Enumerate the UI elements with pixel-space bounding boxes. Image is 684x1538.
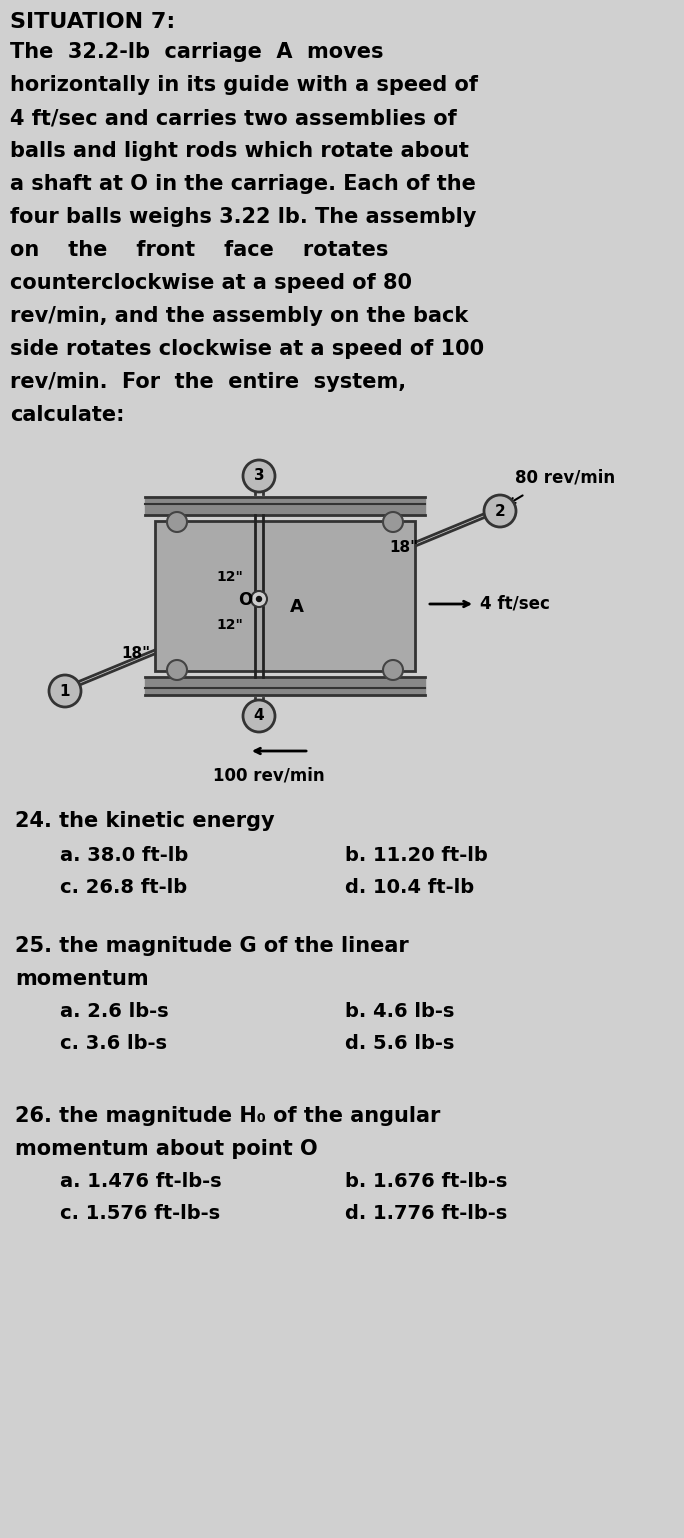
Circle shape — [167, 512, 187, 532]
Text: a. 38.0 ft-lb: a. 38.0 ft-lb — [60, 846, 188, 864]
Text: 4: 4 — [254, 709, 264, 723]
Circle shape — [251, 591, 267, 608]
Circle shape — [167, 660, 187, 680]
Text: rev/min, and the assembly on the back: rev/min, and the assembly on the back — [10, 306, 469, 326]
Text: side rotates clockwise at a speed of 100: side rotates clockwise at a speed of 100 — [10, 338, 484, 358]
Text: O: O — [238, 591, 252, 609]
Text: momentum: momentum — [15, 969, 148, 989]
Text: c. 3.6 lb-s: c. 3.6 lb-s — [60, 1034, 167, 1054]
Text: 80 rev/min: 80 rev/min — [515, 469, 615, 488]
Text: c. 1.576 ft-lb-s: c. 1.576 ft-lb-s — [60, 1204, 220, 1223]
Text: 1: 1 — [60, 683, 70, 698]
Text: on    the    front    face    rotates: on the front face rotates — [10, 240, 389, 260]
Text: balls and light rods which rotate about: balls and light rods which rotate about — [10, 141, 469, 161]
Text: 2: 2 — [495, 503, 505, 518]
Text: 4 ft/sec: 4 ft/sec — [480, 595, 550, 614]
Text: b. 1.676 ft-lb-s: b. 1.676 ft-lb-s — [345, 1172, 508, 1190]
Circle shape — [243, 460, 275, 492]
Text: 24. the kinetic energy: 24. the kinetic energy — [15, 811, 274, 831]
Text: b. 11.20 ft-lb: b. 11.20 ft-lb — [345, 846, 488, 864]
Text: rev/min.  For  the  entire  system,: rev/min. For the entire system, — [10, 372, 406, 392]
Text: momentum about point O: momentum about point O — [15, 1140, 317, 1160]
Text: 18": 18" — [389, 540, 419, 555]
Text: a shaft at O in the carriage. Each of the: a shaft at O in the carriage. Each of th… — [10, 174, 476, 194]
Text: 3: 3 — [254, 469, 264, 483]
Circle shape — [49, 675, 81, 707]
Circle shape — [243, 700, 275, 732]
Text: d. 5.6 lb-s: d. 5.6 lb-s — [345, 1034, 454, 1054]
Text: calculate:: calculate: — [10, 404, 124, 424]
Text: d. 10.4 ft-lb: d. 10.4 ft-lb — [345, 878, 474, 897]
Text: c. 26.8 ft-lb: c. 26.8 ft-lb — [60, 878, 187, 897]
Text: SITUATION 7:: SITUATION 7: — [10, 12, 175, 32]
Text: 12": 12" — [216, 618, 243, 632]
Text: a. 1.476 ft-lb-s: a. 1.476 ft-lb-s — [60, 1172, 222, 1190]
Circle shape — [383, 512, 403, 532]
Bar — [155, 521, 415, 671]
Text: The  32.2-lb  carriage  A  moves: The 32.2-lb carriage A moves — [10, 42, 384, 62]
Text: 4 ft/sec and carries two assemblies of: 4 ft/sec and carries two assemblies of — [10, 108, 457, 128]
Circle shape — [256, 597, 261, 601]
Text: four balls weighs 3.22 lb. The assembly: four balls weighs 3.22 lb. The assembly — [10, 208, 476, 228]
Text: A: A — [290, 598, 304, 617]
Circle shape — [383, 660, 403, 680]
Text: horizontally in its guide with a speed of: horizontally in its guide with a speed o… — [10, 75, 478, 95]
Text: 12": 12" — [216, 571, 243, 584]
Text: 26. the magnitude H₀ of the angular: 26. the magnitude H₀ of the angular — [15, 1106, 440, 1126]
Text: 25. the magnitude G of the linear: 25. the magnitude G of the linear — [15, 937, 409, 957]
Text: 18": 18" — [121, 646, 150, 660]
Text: b. 4.6 lb-s: b. 4.6 lb-s — [345, 1001, 454, 1021]
Text: a. 2.6 lb-s: a. 2.6 lb-s — [60, 1001, 169, 1021]
Circle shape — [484, 495, 516, 528]
Text: 100 rev/min: 100 rev/min — [213, 766, 325, 784]
Text: counterclockwise at a speed of 80: counterclockwise at a speed of 80 — [10, 274, 412, 294]
Text: d. 1.776 ft-lb-s: d. 1.776 ft-lb-s — [345, 1204, 508, 1223]
